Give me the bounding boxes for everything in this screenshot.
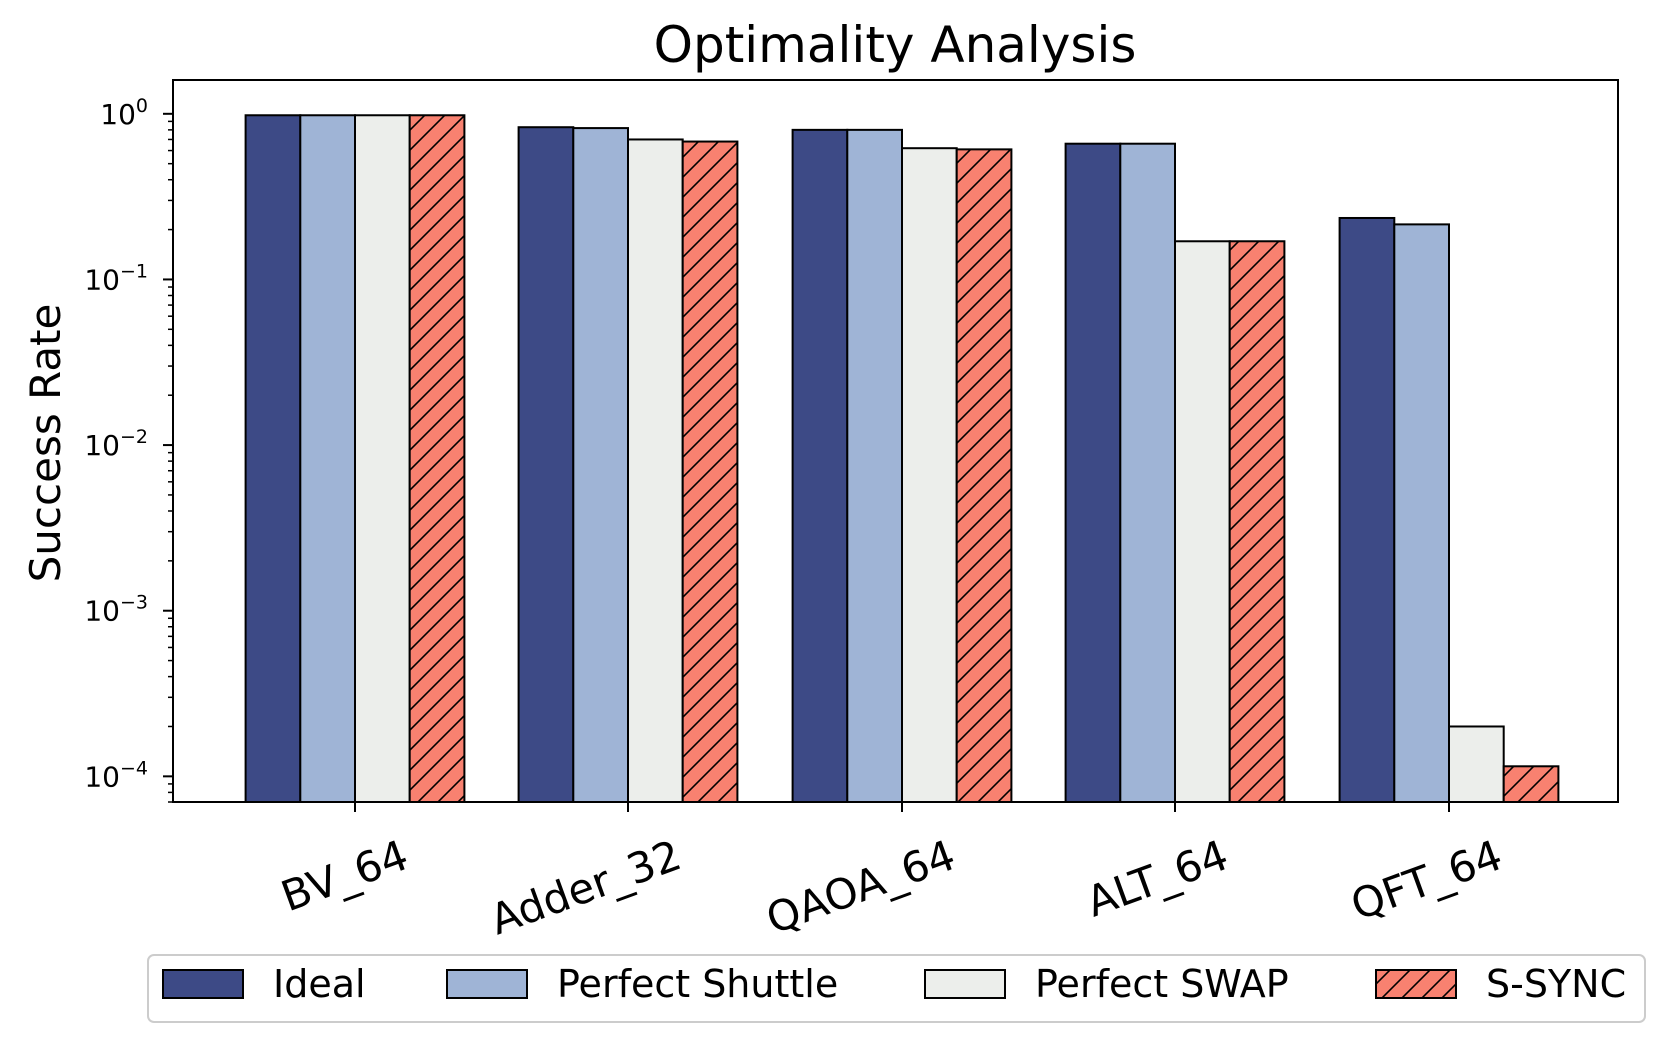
y-tick-exponent: −3 (120, 592, 148, 614)
bars (244, 114, 1560, 804)
bar-s-sync-alt_64 (1228, 240, 1286, 804)
x-tick-label: QAOA_64 (760, 830, 961, 943)
bar-perfect-shuttle-adder_32 (572, 127, 629, 803)
bar-s-sync-bv_64 (408, 114, 466, 803)
legend-swatch (1375, 969, 1457, 999)
chart-title: Optimality Analysis (654, 16, 1137, 74)
y-tick-base: 10 (84, 429, 120, 462)
y-tick-label: 10−3 (84, 592, 148, 628)
y-tick-exponent: −4 (120, 757, 148, 779)
bar-perfect-swap-alt_64 (1174, 240, 1231, 804)
x-tick-label: BV_64 (275, 830, 415, 921)
y-tick-base: 10 (84, 263, 120, 296)
y-tick-exponent: −1 (120, 260, 148, 282)
y-tick-label: 10−1 (84, 260, 148, 296)
bar-perfect-swap-adder_32 (627, 138, 684, 803)
legend-label: Perfect Shuttle (557, 962, 838, 1006)
bar-perfect-shuttle-alt_64 (1119, 142, 1177, 803)
x-tick-label: Adder_32 (484, 830, 688, 944)
bar-s-sync-qft_64 (1502, 765, 1560, 803)
bar-ideal-qaoa_64 (791, 128, 849, 803)
y-tick-exponent: 0 (136, 95, 148, 117)
plot-frame (172, 79, 1619, 803)
y-tick-label: 10−4 (84, 757, 148, 793)
bar-ideal-bv_64 (244, 114, 302, 803)
legend-label: Perfect SWAP (1035, 962, 1289, 1006)
legend-swatch (446, 969, 528, 999)
x-tick-label: QFT_64 (1345, 830, 1509, 930)
y-tick-base: 10 (100, 98, 136, 131)
legend-swatch (924, 969, 1006, 999)
bar-ideal-qft_64 (1338, 216, 1396, 803)
bar-ideal-adder_32 (517, 126, 575, 804)
y-tick-exponent: −2 (120, 426, 148, 448)
y-tick-base: 10 (84, 760, 120, 793)
bar-perfect-shuttle-qaoa_64 (846, 128, 903, 803)
x-axis: BV_64 Adder_32 QAOA_64 ALT_64 QFT_64 (275, 802, 1509, 944)
bar-perfect-swap-qft_64 (1448, 725, 1505, 804)
bar-s-sync-adder_32 (681, 140, 739, 804)
bar-ideal-alt_64 (1064, 142, 1122, 803)
y-tick-label: 100 (100, 95, 148, 131)
bar-perfect-shuttle-bv_64 (299, 114, 356, 803)
y-tick-label: 10−2 (84, 426, 148, 462)
legend-label: S-SYNC (1486, 962, 1626, 1006)
bar-s-sync-qaoa_64 (955, 148, 1013, 804)
legend: Ideal Perfect Shuttle Perfect SWAP S-SYNC (162, 962, 1626, 1006)
legend-label: Ideal (273, 962, 366, 1006)
y-tick-base: 10 (84, 595, 120, 628)
y-axis-label: Success Rate (21, 304, 70, 583)
legend-swatch (162, 969, 244, 999)
x-tick-label: ALT_64 (1080, 830, 1234, 926)
bar-perfect-shuttle-qft_64 (1393, 223, 1451, 804)
bar-perfect-swap-bv_64 (354, 114, 411, 803)
bar-perfect-swap-qaoa_64 (901, 147, 958, 804)
